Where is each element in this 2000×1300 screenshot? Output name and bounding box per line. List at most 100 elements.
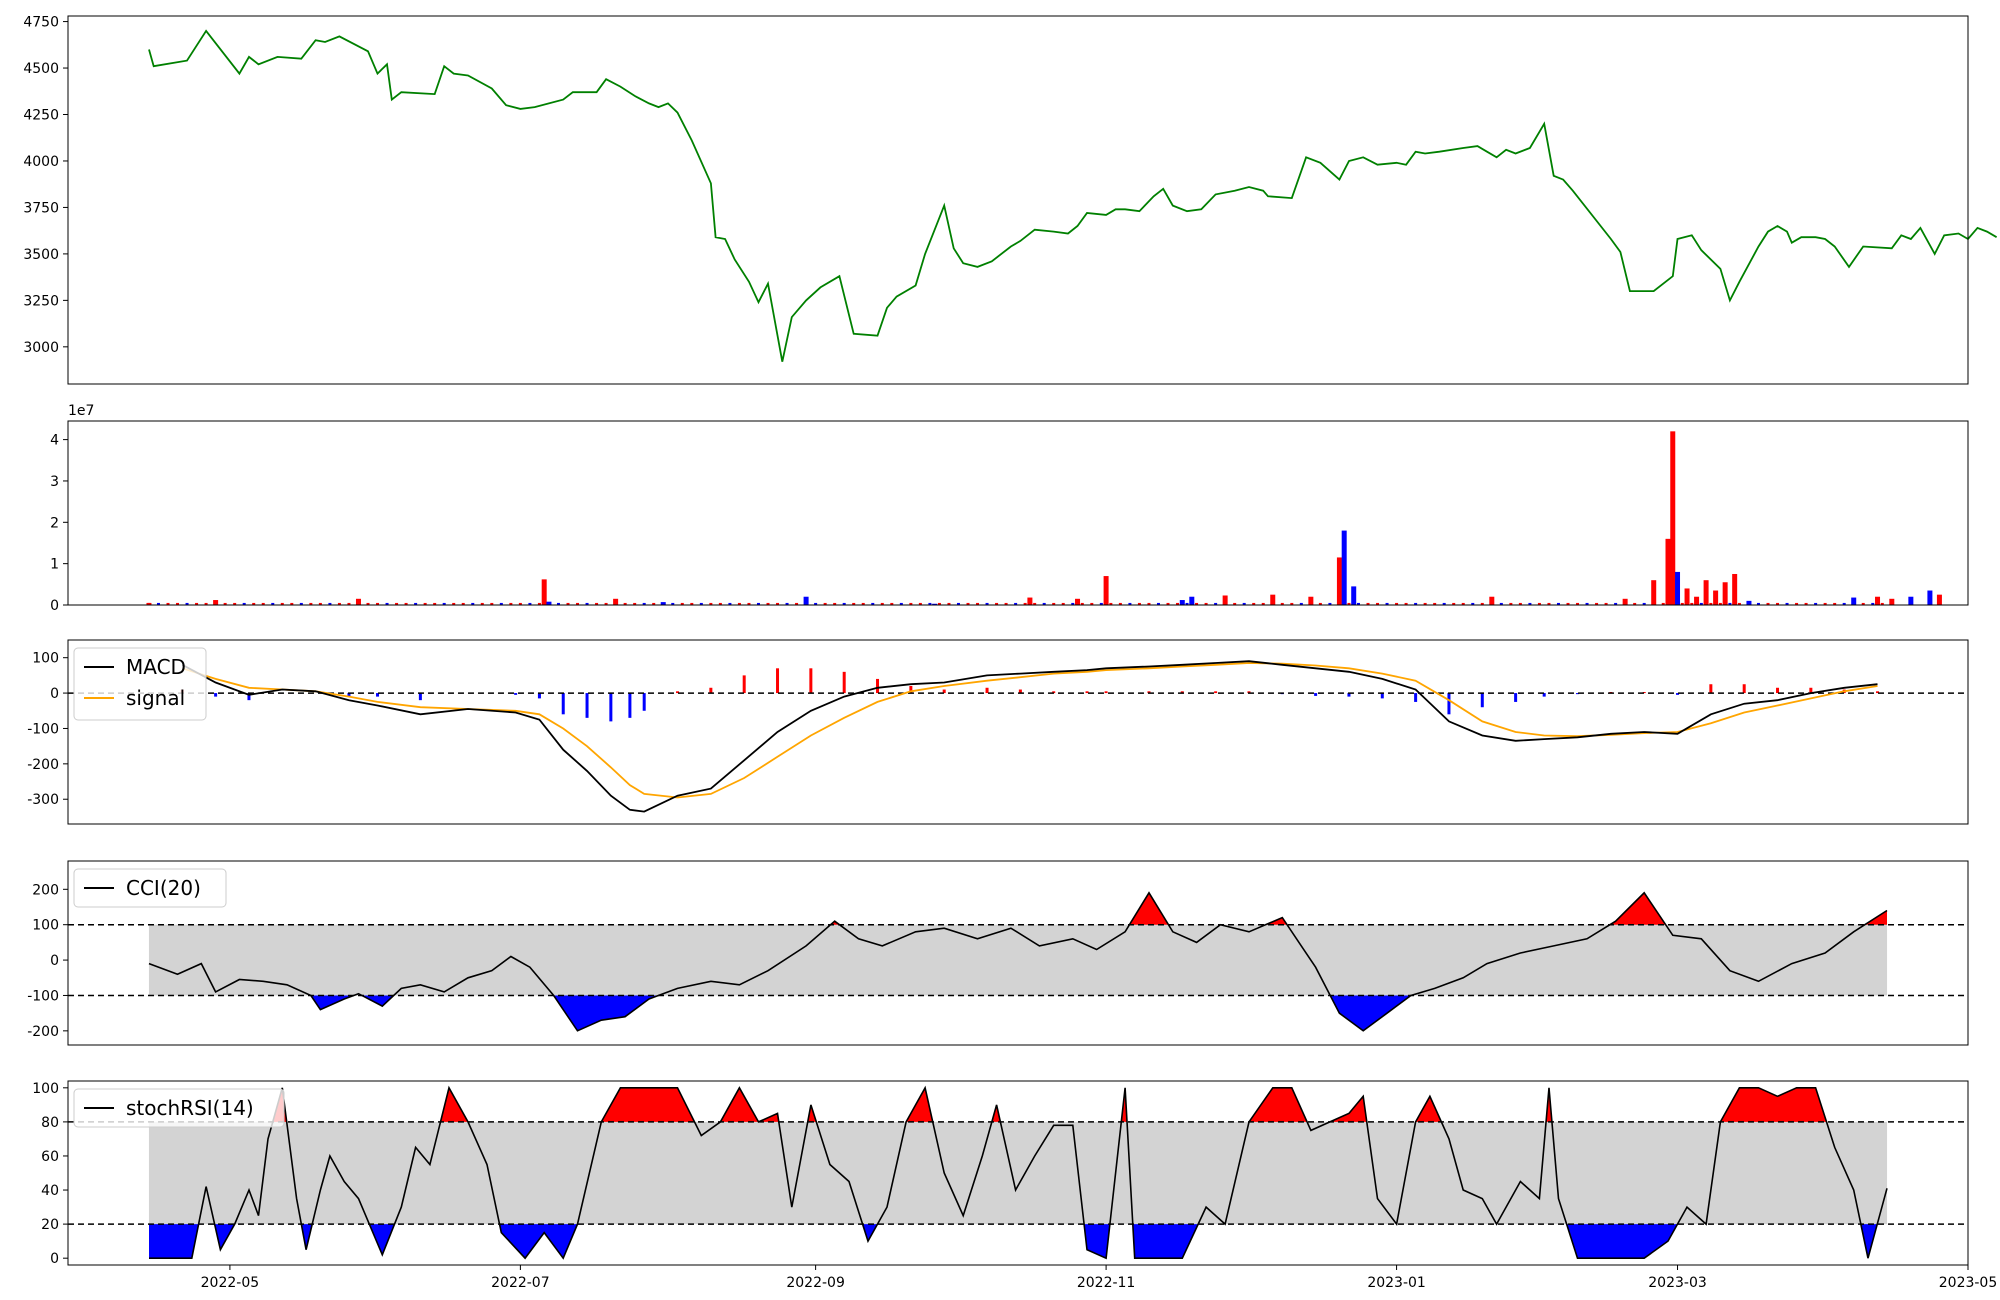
volume-bar-base	[1242, 602, 1246, 605]
volume-bar-base	[1642, 602, 1646, 605]
volume-bar	[1270, 594, 1276, 605]
macd-line	[181, 660, 1878, 813]
volume-bar-base	[1585, 602, 1589, 605]
volume-bar	[1308, 596, 1314, 605]
macd-histogram-bar	[514, 693, 518, 695]
y-tick-label: 4	[50, 433, 59, 449]
macd-histogram-bar	[1642, 692, 1646, 694]
volume-bar-base	[1404, 602, 1408, 605]
price-line	[148, 29, 1998, 362]
volume-bar-base	[1461, 602, 1465, 605]
volume-bar-base	[1014, 602, 1018, 605]
volume-bar-base	[623, 602, 627, 605]
volume-bar-base	[690, 602, 694, 605]
macd-histogram-bar	[1104, 691, 1108, 694]
volume-bar-base	[1299, 602, 1303, 605]
volume-bar-base	[1090, 602, 1094, 605]
volume-bar-base	[1718, 602, 1722, 605]
y-tick-label: 4000	[23, 154, 59, 170]
volume-bar	[541, 579, 547, 605]
volume-bar-base	[795, 602, 799, 605]
volume-bar-base	[709, 602, 713, 605]
volume-bar-base	[1214, 602, 1218, 605]
axes-frame	[67, 420, 1969, 606]
volume-bar	[1875, 596, 1881, 605]
y-tick-label: 3750	[23, 200, 59, 216]
volume-bar-base	[414, 602, 418, 605]
volume-bar-base	[1376, 602, 1380, 605]
macd-histogram-bar	[418, 693, 422, 701]
volume-bar-base	[1099, 602, 1103, 605]
volume-bar-base	[728, 602, 732, 605]
volume-bar-base	[1004, 602, 1008, 605]
volume-bar-base	[1452, 602, 1456, 605]
volume-bar	[1670, 431, 1676, 605]
volume-bar-base	[471, 602, 475, 605]
volume-bar-base	[1023, 602, 1027, 605]
volume-bar-base	[1385, 602, 1389, 605]
volume-bar-base	[1699, 602, 1703, 605]
volume-bar-base	[985, 602, 989, 605]
volume-bar	[1622, 598, 1628, 605]
y-tick-label: 0	[50, 953, 59, 969]
macd-histogram-bar	[376, 693, 380, 697]
volume-bar-base	[1842, 602, 1846, 605]
cci-oversold-fill	[361, 995, 394, 1007]
y-tick-label: 4250	[23, 108, 59, 124]
volume-bar-base	[966, 602, 970, 605]
volume-bar-base	[766, 602, 770, 605]
volume-bar-base	[499, 602, 503, 605]
volume-bar-base	[1176, 602, 1180, 605]
volume-bar-base	[252, 602, 256, 605]
macd-histogram-bar	[876, 678, 880, 694]
y-tick-label: 0	[50, 598, 59, 614]
macd-histogram-bar	[537, 693, 541, 699]
volume-bar-base	[852, 602, 856, 605]
volume-bar	[1713, 590, 1719, 605]
volume-bar-base	[337, 602, 341, 605]
stochrsi-overbought-fill	[1415, 1096, 1442, 1122]
macd-histogram-bar	[628, 693, 632, 718]
volume-bar-base	[1052, 602, 1056, 605]
macd-histogram-bar	[1447, 693, 1451, 715]
cci-line	[148, 891, 1888, 1032]
volume-bar-base	[604, 602, 608, 605]
volume-bar-base	[899, 602, 903, 605]
volume-bar-base	[242, 602, 246, 605]
macd-histogram-bar	[1018, 689, 1022, 694]
volume-bar-base	[699, 602, 703, 605]
volume-bar-base	[223, 602, 227, 605]
macd-histogram-bar	[1214, 691, 1218, 694]
volume-bar-base	[1871, 602, 1875, 605]
legend-label: CCI(20)	[126, 876, 201, 900]
volume-bar-base	[366, 602, 370, 605]
volume-bar-base	[233, 602, 237, 605]
volume-bar	[1746, 600, 1752, 605]
legend-box	[73, 868, 227, 908]
volume-bar-base	[1795, 602, 1799, 605]
volume-bar	[213, 600, 219, 605]
y-tick-label: 3000	[23, 340, 59, 356]
volume-bar-base	[1680, 602, 1684, 605]
volume-bar-base	[680, 602, 684, 605]
stochrsi-oversold-fill	[862, 1224, 878, 1242]
volume-bar	[1851, 597, 1857, 605]
volume-bar-base	[995, 602, 999, 605]
volume-bar-base	[823, 602, 827, 605]
volume-bar-base	[166, 602, 170, 605]
volume-bar	[1722, 582, 1728, 605]
volume-bar-base	[595, 602, 599, 605]
volume-bar-base	[566, 602, 570, 605]
volume-bar-base	[1195, 602, 1199, 605]
macd-panel: -300 -200 -100 0 100 MACD signal	[27, 639, 1969, 825]
macd-histogram-bar	[1542, 693, 1546, 697]
volume-bar-base	[328, 602, 332, 605]
axes-frame	[67, 860, 1969, 1046]
volume-bar-base	[785, 602, 789, 605]
macd-histogram-bar	[1314, 693, 1318, 696]
cci-overbought-fill	[1129, 892, 1169, 925]
volume-bar-base	[1633, 602, 1637, 605]
volume-bar-base	[1166, 602, 1170, 605]
volume-bar-base	[1137, 602, 1141, 605]
volume-bar-base	[576, 602, 580, 605]
